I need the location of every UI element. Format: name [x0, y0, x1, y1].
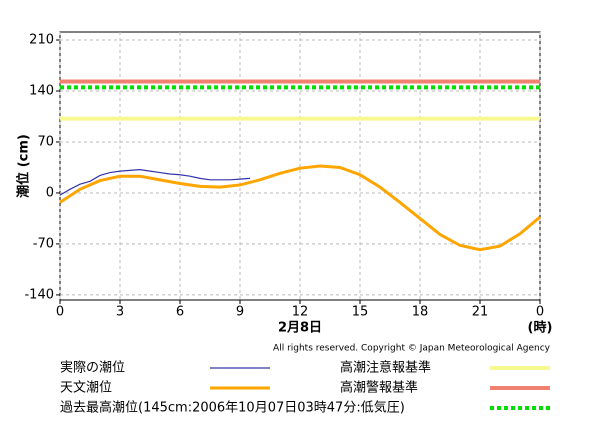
x-tick-label: 12	[292, 305, 309, 320]
x-tick-label: 6	[176, 305, 184, 320]
legend-label: 高潮警報基準	[340, 380, 418, 396]
legend-label: 天文潮位	[60, 381, 112, 396]
x-tick-label: 9	[236, 305, 244, 320]
legend-label: 実際の潮位	[60, 360, 125, 376]
copyright: All rights reserved. Copyright © Japan M…	[273, 344, 551, 354]
y-tick-label: -140	[24, 287, 54, 302]
y-tick-label: -70	[33, 236, 54, 251]
x-tick-label: 18	[412, 305, 429, 320]
legend-label: 過去最高潮位(145cm:2006年10月07日03時47分:低気圧)	[60, 400, 405, 416]
y-axis-label: 潮位 (cm)	[16, 134, 32, 198]
y-tick-label: 0	[46, 185, 54, 200]
x-tick-label: 21	[472, 305, 489, 320]
y-tick-label: 70	[37, 134, 54, 149]
x-axis-unit: (時)	[528, 320, 553, 336]
x-tick-label: 15	[352, 305, 369, 320]
x-tick-label: 3	[116, 305, 124, 320]
x-tick-label: 0	[536, 305, 544, 320]
legend-label: 高潮注意報基準	[340, 360, 431, 376]
x-axis-label: 2月8日	[278, 321, 322, 336]
y-tick-label: 140	[29, 83, 54, 98]
x-tick-label: 0	[56, 305, 64, 320]
series-line	[59, 164, 541, 252]
series-line	[59, 169, 251, 196]
y-tick-label: 210	[29, 33, 54, 48]
